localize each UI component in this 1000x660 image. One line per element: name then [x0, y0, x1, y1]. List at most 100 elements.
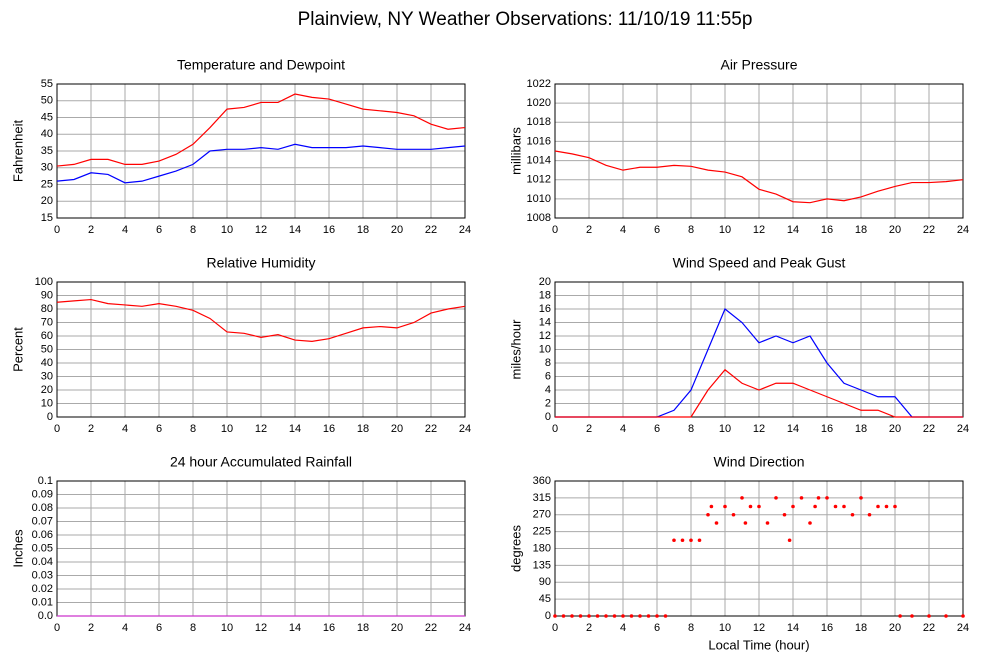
data-point: [595, 614, 600, 618]
x-axis-label: Local Time (hour): [708, 637, 809, 652]
data-point: [898, 614, 902, 618]
x-tick-label: 22: [425, 224, 437, 236]
x-tick-label: 12: [753, 423, 765, 435]
x-tick-label: 2: [88, 622, 94, 634]
x-tick-label: 0: [54, 423, 60, 435]
data-point: [833, 504, 838, 509]
data-point: [825, 496, 829, 500]
x-tick-label: 6: [654, 224, 660, 236]
x-tick-label: 12: [255, 423, 267, 435]
x-tick-label: 8: [688, 423, 694, 435]
data-point: [578, 614, 583, 618]
y-tick-label: 0: [47, 411, 53, 423]
x-tick-label: 12: [753, 224, 765, 236]
x-tick-label: 8: [190, 622, 196, 634]
data-point: [876, 504, 880, 509]
x-tick-label: 0: [54, 622, 60, 634]
y-tick-label: 8: [545, 357, 551, 369]
x-tick-label: 14: [787, 224, 799, 236]
x-tick-label: 4: [122, 224, 128, 236]
y-axis-label: Inches: [10, 529, 25, 568]
data-point: [638, 614, 642, 618]
x-tick-label: 8: [688, 622, 694, 634]
data-point: [910, 614, 914, 618]
x-tick-label: 20: [391, 622, 403, 634]
x-tick-label: 14: [289, 423, 301, 435]
y-tick-label: 50: [41, 343, 53, 355]
data-point: [944, 614, 948, 618]
data-point: [689, 538, 693, 543]
x-tick-label: 20: [889, 423, 901, 435]
y-tick-label: 30: [41, 370, 53, 382]
y-axis-label: miles/hour: [508, 319, 523, 380]
y-tick-label: 20: [41, 195, 53, 207]
data-point: [587, 614, 591, 618]
y-tick-label: 2: [545, 397, 551, 409]
y-axis-label: Percent: [10, 327, 25, 372]
y-tick-label: 0.08: [32, 502, 53, 514]
y-tick-label: 0.03: [32, 569, 53, 581]
data-point: [813, 504, 817, 509]
data-line: [554, 150, 964, 204]
x-tick-label: 6: [654, 622, 660, 634]
x-tick-label: 4: [620, 622, 626, 634]
x-tick-label: 12: [753, 622, 765, 634]
y-tick-label: 1010: [527, 193, 551, 205]
x-tick-label: 24: [459, 423, 471, 435]
y-tick-label: 0: [545, 610, 551, 622]
x-tick-label: 22: [923, 224, 935, 236]
x-tick-label: 18: [855, 423, 867, 435]
y-tick-label: 315: [533, 492, 551, 504]
x-tick-label: 16: [323, 622, 335, 634]
y-tick-label: 55: [41, 78, 53, 90]
y-tick-label: 12: [539, 330, 551, 342]
data-point: [714, 521, 719, 525]
x-tick-label: 14: [787, 622, 799, 634]
y-axis-label: millibars: [508, 127, 523, 175]
x-tick-label: 24: [459, 622, 471, 634]
x-tick-label: 10: [719, 224, 731, 236]
x-tick-label: 22: [923, 622, 935, 634]
y-tick-label: 0.0: [38, 610, 53, 622]
data-point: [646, 614, 651, 618]
data-point: [570, 614, 574, 618]
data-point: [612, 614, 617, 618]
data-point: [706, 512, 710, 517]
x-tick-label: 10: [221, 622, 233, 634]
y-tick-label: 45: [41, 111, 53, 123]
y-tick-label: 35: [41, 145, 53, 157]
x-tick-label: 10: [719, 622, 731, 634]
data-point: [561, 614, 566, 618]
data-point: [723, 504, 727, 509]
x-tick-label: 24: [957, 622, 969, 634]
x-tick-label: 6: [156, 622, 162, 634]
y-tick-label: 90: [539, 576, 551, 588]
x-tick-label: 2: [88, 224, 94, 236]
x-tick-label: 16: [821, 622, 833, 634]
x-tick-label: 14: [289, 224, 301, 236]
data-point: [709, 504, 714, 509]
y-tick-label: 20: [539, 276, 551, 288]
x-tick-label: 18: [855, 622, 867, 634]
y-tick-label: 0.07: [32, 515, 53, 527]
y-tick-label: 1008: [527, 212, 551, 224]
data-point: [808, 521, 812, 525]
y-tick-label: 0.05: [32, 542, 53, 554]
chart-title: Wind Speed and Peak Gust: [673, 255, 846, 271]
x-tick-label: 16: [323, 423, 335, 435]
y-tick-label: 1012: [527, 174, 551, 186]
y-tick-label: 135: [533, 559, 551, 571]
chart-title: Relative Humidity: [207, 255, 316, 271]
y-tick-label: 180: [533, 542, 551, 554]
x-tick-label: 10: [719, 423, 731, 435]
x-tick-label: 16: [323, 224, 335, 236]
data-point: [663, 614, 668, 618]
y-tick-label: 25: [41, 178, 53, 190]
chart-title: Wind Direction: [713, 454, 804, 470]
data-point: [782, 512, 787, 517]
y-tick-label: 0: [545, 411, 551, 423]
data-line: [555, 368, 963, 418]
data-point: [757, 504, 761, 509]
y-tick-label: 40: [41, 357, 53, 369]
